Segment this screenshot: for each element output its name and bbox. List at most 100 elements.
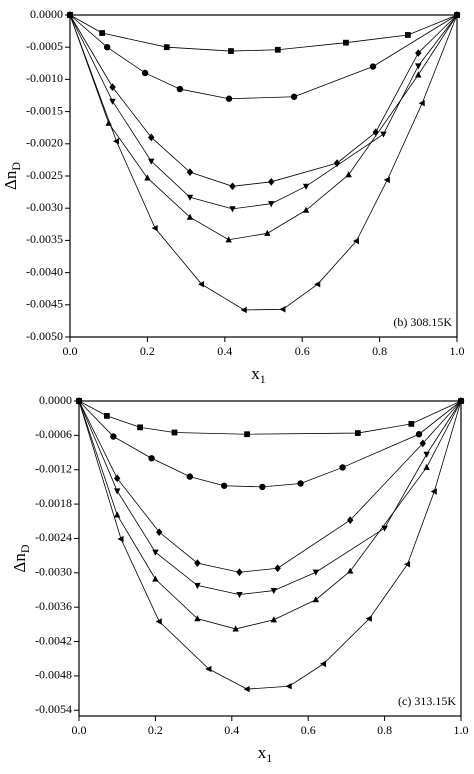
y-tick-label: -0.0012 — [35, 461, 72, 475]
annotation: (c) 313.15K — [398, 694, 456, 708]
marker — [141, 69, 149, 77]
marker — [380, 131, 387, 138]
marker — [365, 615, 372, 622]
marker — [453, 11, 460, 19]
marker — [312, 569, 320, 576]
x-tick-label: 0.2 — [148, 723, 163, 737]
x-tick-label: 0.0 — [72, 723, 87, 737]
series-line — [69, 14, 458, 210]
marker — [270, 588, 278, 595]
marker — [148, 455, 155, 462]
marker — [297, 480, 304, 487]
marker — [415, 49, 422, 57]
marker — [264, 229, 271, 236]
marker — [268, 177, 275, 186]
y-tick-label: -0.0036 — [35, 599, 72, 613]
marker — [220, 482, 228, 489]
plot-frame — [78, 400, 462, 717]
x-tick-label: 0.0 — [63, 344, 78, 358]
x-tick-label: 1.0 — [454, 723, 469, 737]
marker — [171, 429, 178, 436]
x-axis-label-sub: 1 — [260, 372, 266, 386]
marker — [109, 98, 116, 105]
marker — [339, 464, 346, 471]
series-line — [78, 400, 462, 630]
marker — [259, 483, 266, 491]
y-tick-label: -0.0010 — [26, 71, 63, 85]
y-tick-label: -0.0015 — [26, 103, 63, 117]
marker — [415, 431, 423, 438]
marker — [240, 306, 247, 314]
marker — [232, 625, 239, 632]
marker — [194, 582, 201, 589]
marker — [114, 474, 121, 483]
marker — [423, 451, 430, 458]
marker — [302, 183, 310, 190]
marker — [312, 596, 320, 603]
marker — [274, 46, 281, 53]
marker — [186, 168, 194, 176]
series-line — [69, 14, 458, 241]
y-tick-label: -0.0050 — [26, 329, 63, 343]
x-tick-label: 0.8 — [372, 344, 387, 358]
marker — [319, 660, 327, 668]
marker — [354, 430, 361, 436]
series-line — [78, 400, 462, 435]
x-tick-label: 1.0 — [450, 344, 465, 358]
series-line — [69, 14, 458, 311]
marker — [229, 206, 236, 213]
series-line — [78, 400, 462, 595]
y-tick-label: -0.0030 — [26, 200, 63, 214]
x-axis-label-sub: 1 — [266, 751, 272, 765]
marker — [205, 665, 212, 673]
y-tick-label: -0.0048 — [35, 668, 72, 682]
x-tick-label: 0.6 — [295, 344, 310, 358]
y-tick-label: -0.0030 — [35, 565, 72, 579]
marker — [194, 615, 201, 622]
y-axis-label: ΔnD — [1, 162, 23, 190]
y-axis-label-main: Δn — [1, 170, 20, 190]
x-tick-label: 0.2 — [140, 344, 155, 358]
marker — [419, 439, 426, 448]
marker — [268, 201, 275, 208]
marker — [104, 413, 110, 419]
marker — [347, 516, 354, 524]
marker — [457, 397, 464, 405]
y-tick-label: -0.0054 — [35, 702, 72, 716]
y-axis-label-main: Δn — [10, 553, 29, 573]
marker — [110, 433, 117, 440]
marker — [103, 44, 111, 51]
x-tick-label: 0.4 — [224, 723, 239, 737]
marker — [369, 63, 377, 70]
marker — [176, 85, 184, 93]
plot-frame — [69, 14, 458, 338]
marker — [144, 174, 151, 181]
x-axis-label-main: x — [251, 364, 260, 383]
marker — [109, 83, 116, 91]
x-axis-label: x1 — [258, 743, 273, 765]
marker — [314, 280, 321, 288]
marker — [114, 488, 121, 495]
marker — [66, 11, 73, 19]
series-line — [78, 400, 462, 690]
y-tick-label: 0.0000 — [30, 7, 63, 21]
y-axis-label-sub: D — [18, 544, 32, 553]
marker — [117, 535, 124, 543]
marker — [243, 685, 250, 693]
series-line — [69, 14, 458, 100]
marker — [244, 431, 250, 438]
marker — [151, 224, 158, 232]
marker — [163, 44, 170, 51]
marker — [408, 421, 415, 427]
marker — [333, 159, 341, 167]
x-tick-label: 0.8 — [377, 723, 392, 737]
marker — [343, 39, 349, 46]
y-tick-label: -0.0020 — [26, 136, 63, 150]
marker — [225, 95, 233, 102]
x-axis-label: x1 — [251, 364, 266, 386]
x-axis-label-main: x — [258, 743, 267, 762]
marker — [415, 63, 422, 70]
y-tick-label: -0.0040 — [26, 264, 63, 278]
marker — [137, 424, 143, 431]
